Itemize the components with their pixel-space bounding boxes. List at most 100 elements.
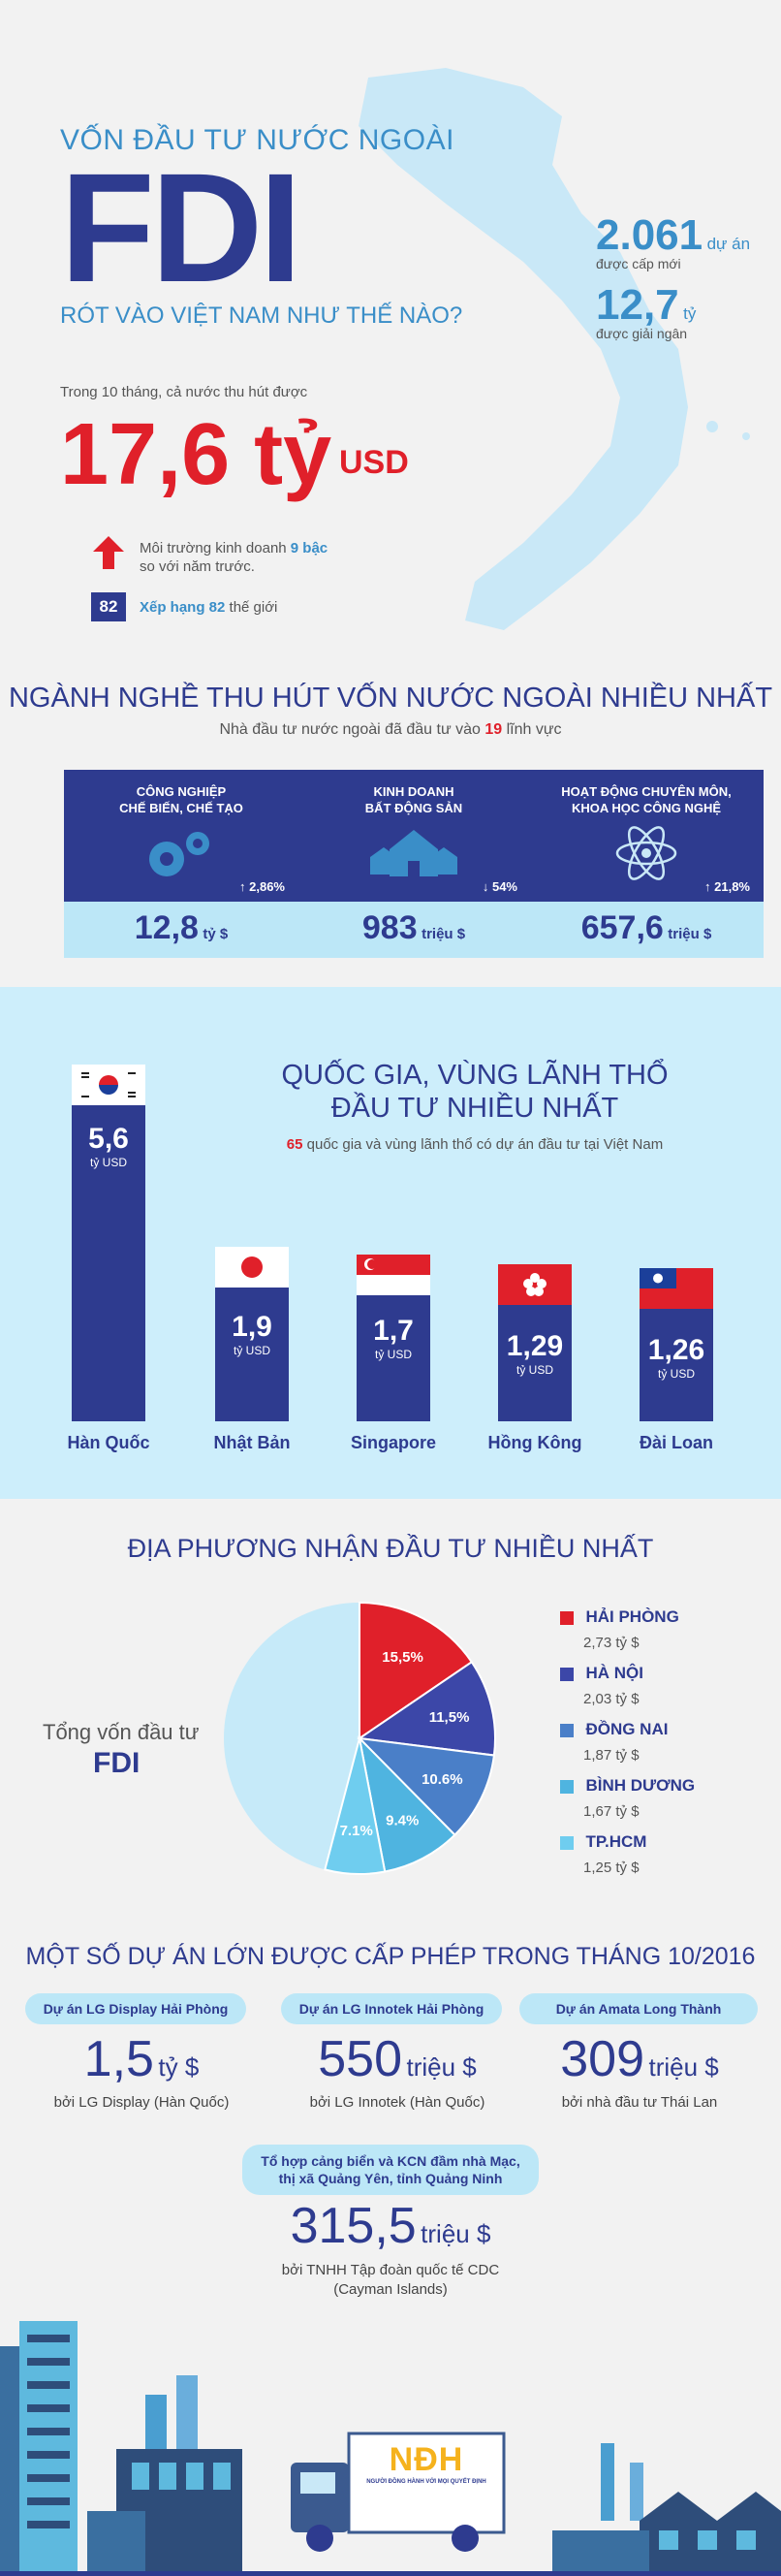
legend-item: HÀ NỘI 2,03 tỷ $ — [560, 1664, 695, 1720]
rank-text-tail: thế giới — [225, 599, 278, 616]
factory-left-icon — [87, 2375, 242, 2576]
sectors-title: NGÀNH NGHỀ THU HÚT VỐN NƯỚC NGOÀI NHIỀU … — [8, 683, 773, 714]
project-investor: bởi LG Innotek (Hàn Quốc) — [309, 2094, 485, 2111]
pie-center-label: Tổng vốn đầu tư — [43, 1720, 200, 1744]
projects-title: MỘT SỐ DỰ ÁN LỚN ĐƯỢC CẤP PHÉP TRONG THÁ… — [25, 1943, 756, 1970]
hong-kong-flag-icon — [498, 1264, 572, 1305]
sector-label-1: CÔNG NGHIỆP — [136, 784, 227, 799]
project-value: 1,5 — [83, 2031, 154, 2087]
legend-swatch — [560, 1835, 574, 1850]
legend-swatch — [560, 1610, 574, 1625]
project-label-last-1: Tổ hợp cảng biển và KCN đầm nhà Mạc, — [261, 2153, 520, 2169]
country-name: Hồng Kông — [487, 1433, 582, 1452]
pie-slice — [324, 1737, 387, 1875]
total-unit: USD — [339, 444, 409, 481]
project-label: Dự án Amata Long Thành — [519, 1993, 758, 2024]
logo-text: NĐH — [389, 2441, 464, 2478]
sector-card: HOẠT ĐỘNG CHUYÊN MÔN, KHOA HỌC CÔNG NGHỆ… — [529, 770, 764, 958]
legend-value: 1,87 tỷ $ — [583, 1747, 640, 1764]
country-bar-unit: tỷ USD — [515, 1363, 553, 1377]
stat-disbursed-caption: được giải ngân — [596, 326, 688, 341]
sector-change: ↑ 21,8% — [704, 879, 750, 894]
sector-value: 12,8 — [134, 909, 199, 946]
country-name: Singapore — [350, 1433, 436, 1452]
legend-value: 2,73 tỷ $ — [583, 1635, 640, 1651]
sector-change: ↑ 2,86% — [239, 879, 285, 894]
country-bar: 5,6 tỷ USD — [72, 1105, 145, 1421]
stat-disbursed-unit: tỷ — [683, 304, 697, 323]
sector-change: ↓ 54% — [482, 879, 517, 894]
up-arrow-icon — [93, 536, 124, 569]
sector-value: 983 — [361, 909, 418, 946]
country-name: Đài Loan — [639, 1433, 713, 1452]
sectors-subtitle: Nhà đầu tư nước ngoài đã đầu tư vào 19 l… — [0, 721, 781, 739]
country-name: Nhật Bản — [213, 1433, 291, 1452]
header-subtitle-top: VỐN ĐẦU TƯ NƯỚC NGOÀI — [60, 124, 454, 156]
legend-item: ĐỒNG NAI 1,87 tỷ $ — [560, 1720, 695, 1776]
legend-item: BÌNH DƯƠNG 1,67 tỷ $ — [560, 1776, 695, 1832]
countries-sub-num: 65 — [286, 1136, 303, 1153]
project-value-last: 315,5 — [290, 2198, 417, 2254]
legend-item: HẢI PHÒNG 2,73 tỷ $ — [560, 1607, 695, 1664]
country-bar-unit: tỷ USD — [374, 1348, 412, 1361]
countries-title-2: ĐẦU TƯ NHIỀU NHẤT — [330, 1093, 619, 1124]
countries-title: QUỐC GIA, VÙNG LÃNH THỔ ĐẦU TƯ NHIỀU NHẤ… — [242, 1059, 707, 1125]
country-bar-value: 1,7 — [373, 1315, 414, 1347]
sectors-subtitle-num: 19 — [484, 721, 503, 738]
stat-disbursed-num: 12,7 — [596, 281, 679, 329]
sectors-subtitle-a: Nhà đầu tư nước ngoài đã đầu tư vào — [219, 721, 485, 738]
sector-unit: triệu $ — [422, 926, 466, 942]
houses-icon — [370, 830, 457, 876]
pie-center-title: FDI — [93, 1747, 141, 1779]
stat-projects-num: 2.061 — [596, 211, 703, 259]
pie-slice-label: 11,5% — [429, 1709, 470, 1726]
gears-icon — [149, 832, 209, 876]
env-rank-text: Môi trường kinh doanh 9 bậc so với năm t… — [140, 539, 328, 576]
country-bar: 1,29 tỷ USD — [498, 1305, 572, 1421]
project-amount-last: 315,5 triệu $ — [194, 2197, 587, 2255]
project-value: 309 — [560, 2031, 645, 2087]
country-name: Hàn Quốc — [67, 1433, 150, 1452]
localities-pie-chart: 15,5% 11,5% 10.6% 9.4% 7.1% — [224, 1601, 496, 1875]
sector-label-2: CHẾ BIẾN, CHẾ TẠO — [119, 801, 243, 815]
env-text-a: Môi trường kinh doanh — [140, 540, 291, 557]
project-label: Dự án LG Display Hải Phòng — [25, 1993, 246, 2024]
project-label-last: Tổ hợp cảng biển và KCN đầm nhà Mạc, thị… — [242, 2145, 539, 2195]
legend-name: ĐỒNG NAI — [585, 1720, 669, 1738]
project-unit: triệu $ — [406, 2052, 477, 2082]
vietnam-map-icon — [359, 68, 750, 630]
pie-slice-label: 15,5% — [382, 1649, 423, 1666]
country-bar-value: 1,9 — [232, 1311, 272, 1343]
sector-value: 657,6 — [580, 909, 664, 946]
sectors-subtitle-b: lĩnh vực — [502, 721, 562, 738]
pie-slice — [359, 1601, 474, 1740]
pie-slice — [357, 1736, 496, 1837]
project-label: Dự án LG Innotek Hải Phòng — [281, 1993, 502, 2024]
project-investor-last: bởi TNHH Tập đoàn quốc tế CDC (Cayman Is… — [194, 2261, 587, 2300]
countries-subtitle: 65 quốc gia và vùng lãnh thổ có dự án đầ… — [233, 1136, 717, 1153]
country-bar: 1,9 tỷ USD — [215, 1288, 289, 1421]
stat-projects-caption: được cấp mới — [596, 256, 681, 271]
legend-swatch — [560, 1667, 574, 1681]
country-bar-unit: tỷ USD — [233, 1344, 270, 1357]
legend-item: TP.HCM 1,25 tỷ $ — [560, 1832, 695, 1889]
footer-illustration — [0, 2321, 781, 2576]
total-intro: Trong 10 tháng, cả nước thu hút được — [60, 384, 308, 400]
taiwan-flag-icon — [640, 1268, 713, 1309]
countries-sub-text: quốc gia và vùng lãnh thổ có dự án đầu t… — [302, 1136, 664, 1153]
sector-unit: triệu $ — [668, 926, 712, 942]
header-title: FDI — [60, 141, 302, 314]
pie-slice — [358, 1734, 456, 1873]
legend-name: HÀ NỘI — [585, 1664, 643, 1682]
rank-badge: 82 — [91, 592, 126, 621]
pie-slice — [357, 1660, 496, 1757]
country-bar: 1,7 tỷ USD — [357, 1295, 430, 1421]
sector-card: KINH DOANH BẤT ĐỘNG SẢN ↓ 54% 983 triệu … — [297, 770, 531, 958]
rank-text: Xếp hạng 82 thế giới — [140, 599, 277, 616]
pie-slice-label: 7.1% — [340, 1823, 373, 1839]
stat-new-projects: 2.061 dự án được cấp mới — [596, 211, 750, 271]
country-bar-value: 5,6 — [88, 1123, 129, 1155]
truck-icon — [291, 2432, 506, 2552]
rank-highlight: Xếp hạng 82 — [140, 599, 226, 616]
pie-slice-label: 9.4% — [386, 1812, 419, 1829]
